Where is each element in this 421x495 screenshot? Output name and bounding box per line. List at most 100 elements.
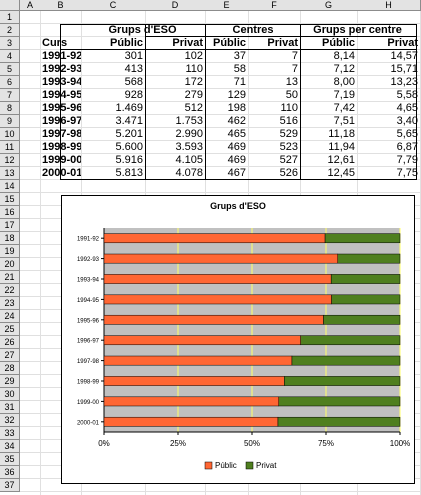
table-cell[interactable]: 5.201 [115,128,143,140]
row-header-32[interactable]: 32 [0,414,20,427]
group-header-per-centre[interactable]: Grups per centre [313,24,402,36]
table-cell[interactable]: 465 [227,128,246,140]
table-cell[interactable]: 7 [291,63,298,75]
table-cell[interactable]: 527 [279,154,298,166]
table-cell[interactable]: 469 [227,154,246,166]
table-cell[interactable]: 198 [227,102,246,114]
table-cell[interactable]: 523 [279,141,298,153]
row-header-13[interactable]: 13 [0,167,20,180]
table-cell[interactable]: 1.469 [115,102,143,114]
row-header-34[interactable]: 34 [0,440,20,453]
table-cell[interactable]: 7,79 [396,154,418,166]
table-cell[interactable]: 8,14 [333,50,355,62]
table-cell[interactable]: 12,45 [327,167,355,179]
table-cell[interactable]: 5,58 [396,89,418,101]
table-row-label[interactable]: 1992-93 [42,63,81,75]
column-header-g[interactable]: G [300,0,358,11]
group-header-grups[interactable]: Grups d'ESO [108,24,177,36]
table-row-label[interactable]: 1997-98 [42,128,81,140]
row-header-6[interactable]: 6 [0,76,20,89]
row-header-17[interactable]: 17 [0,219,20,232]
table-cell[interactable]: 568 [124,76,143,88]
column-header-f[interactable]: F [248,0,301,11]
column-header-c[interactable]: C [81,0,146,11]
table-cell[interactable]: 462 [227,115,246,127]
row-header-4[interactable]: 4 [0,50,20,63]
table-cell[interactable]: 301 [124,50,143,62]
table-cell[interactable]: 13,23 [390,76,418,88]
table-cell[interactable]: 8,00 [333,76,355,88]
select-all-corner[interactable] [0,0,20,11]
table-cell[interactable]: 529 [279,128,298,140]
column-title-2[interactable]: Privat [172,37,203,49]
row-header-7[interactable]: 7 [0,89,20,102]
row-header-30[interactable]: 30 [0,388,20,401]
table-row-label[interactable]: 1994-95 [42,89,81,101]
row-header-14[interactable]: 14 [0,180,20,193]
group-header-centres[interactable]: Centres [232,24,274,36]
table-cell[interactable]: 37 [233,50,246,62]
column-header-e[interactable]: E [205,0,249,11]
table-cell[interactable]: 172 [184,76,203,88]
row-header-35[interactable]: 35 [0,453,20,466]
table-cell[interactable]: 3,40 [396,115,418,127]
column-title-1[interactable]: Públic [109,37,143,49]
table-cell[interactable]: 110 [185,63,203,75]
table-cell[interactable]: 13 [285,76,298,88]
table-cell[interactable]: 7,51 [333,115,355,127]
table-cell[interactable]: 1.753 [175,115,203,127]
column-header-h[interactable]: H [357,0,421,11]
row-header-19[interactable]: 19 [0,245,20,258]
table-cell[interactable]: 279 [184,89,203,101]
row-header-37[interactable]: 37 [0,479,20,492]
table-cell[interactable]: 469 [227,141,246,153]
row-header-28[interactable]: 28 [0,362,20,375]
table-cell[interactable]: 12,61 [327,154,355,166]
row-header-15[interactable]: 15 [0,193,20,206]
row-header-16[interactable]: 16 [0,206,20,219]
row-header-5[interactable]: 5 [0,63,20,76]
table-cell[interactable]: 512 [184,102,203,114]
table-cell[interactable]: 129 [227,89,246,101]
table-cell[interactable]: 110 [280,102,298,114]
row-header-36[interactable]: 36 [0,466,20,479]
table-cell[interactable]: 2.990 [175,128,203,140]
row-header-23[interactable]: 23 [0,297,20,310]
table-row-label[interactable]: 1998-99 [42,141,81,153]
table-cell[interactable]: 4,65 [396,102,418,114]
table-cell[interactable]: 7,75 [396,167,418,179]
table-row-label[interactable]: 1996-97 [42,115,81,127]
table-cell[interactable]: 526 [279,167,298,179]
row-header-29[interactable]: 29 [0,375,20,388]
column-title-4[interactable]: Privat [267,37,298,49]
row-header-8[interactable]: 8 [0,102,20,115]
table-cell[interactable]: 50 [285,89,298,101]
table-cell[interactable]: 6,87 [396,141,418,153]
table-cell[interactable]: 11,94 [328,141,355,153]
column-title-3[interactable]: Públic [212,37,246,49]
row-header-33[interactable]: 33 [0,427,20,440]
table-cell[interactable]: 5.600 [115,141,143,153]
table-cell[interactable]: 11,18 [328,128,355,140]
column-title-5[interactable]: Públic [321,37,355,49]
table-row-label[interactable]: 2000-01 [42,167,81,179]
row-header-21[interactable]: 21 [0,271,20,284]
table-cell[interactable]: 4.105 [175,154,203,166]
row-header-9[interactable]: 9 [0,115,20,128]
table-cell[interactable]: 413 [124,63,143,75]
row-header-25[interactable]: 25 [0,323,20,336]
row-header-20[interactable]: 20 [0,258,20,271]
column-title-0[interactable]: Curs [42,37,68,49]
table-cell[interactable]: 5.916 [115,154,143,166]
table-cell[interactable]: 3.471 [115,115,143,127]
column-header-a[interactable]: A [20,0,41,11]
table-cell[interactable]: 14,57 [390,50,418,62]
table-row-label[interactable]: 1991-92 [42,50,81,62]
row-header-3[interactable]: 3 [0,37,20,50]
table-cell[interactable]: 7,42 [333,102,355,114]
table-cell[interactable]: 15,71 [390,63,418,75]
row-header-31[interactable]: 31 [0,401,20,414]
table-cell[interactable]: 7 [291,50,298,62]
table-cell[interactable]: 5.813 [115,167,143,179]
